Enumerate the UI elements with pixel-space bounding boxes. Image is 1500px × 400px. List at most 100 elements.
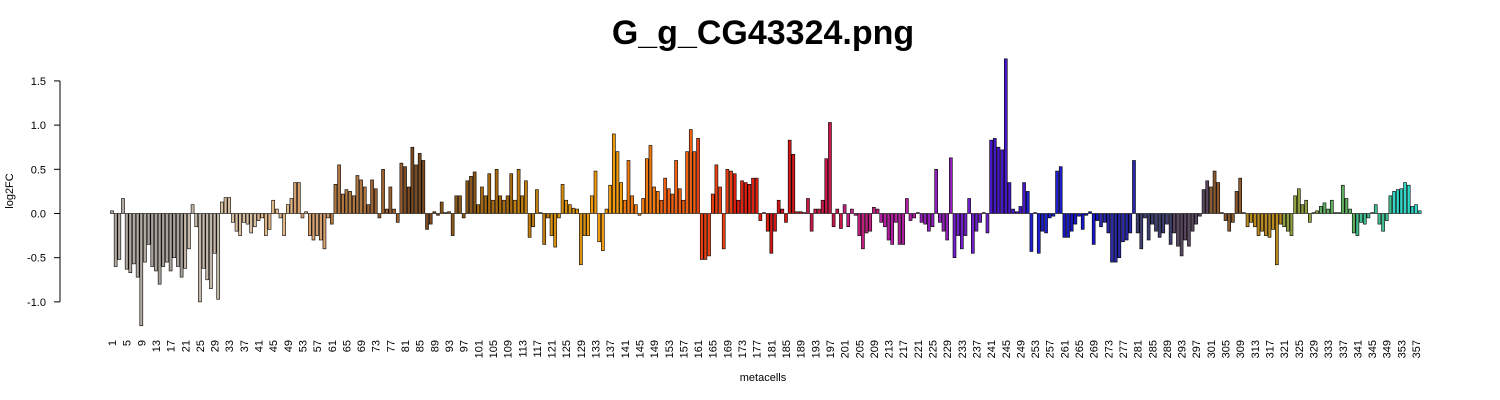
bar [1168,213,1173,245]
bar [1018,206,1023,214]
bar [146,213,151,245]
bar [370,179,374,214]
bar [535,189,539,214]
bar [1227,213,1232,232]
bar [264,213,268,236]
x-tick-label: 237 [971,340,983,358]
bar [1253,213,1257,228]
bar [417,153,422,214]
x-tick-label: 21 [180,340,192,352]
x-tick-label: 141 [620,340,632,358]
bar [571,207,576,214]
bar [117,213,122,260]
bar [121,198,125,214]
bar [699,213,704,260]
bar [864,213,869,234]
bar [919,213,924,223]
bar [718,186,722,214]
bar [128,213,133,274]
bar [1308,213,1312,223]
bar [300,213,305,219]
bar [1220,212,1224,214]
bar [491,199,495,214]
bar [1014,211,1019,214]
x-tick-label: 257 [1045,340,1057,358]
bar [1066,213,1070,238]
bar [703,213,708,260]
bar [1260,213,1264,232]
bar [1271,213,1275,230]
bar [242,213,246,223]
bar [359,179,363,214]
x-tick-label: 261 [1059,340,1071,358]
bar [586,213,590,236]
bar [1073,213,1078,225]
bar [516,169,521,214]
bar [850,208,854,214]
x-tick-label: 125 [561,340,573,358]
bar [644,158,649,214]
bar [1102,213,1107,223]
bar [1340,184,1345,214]
bar [476,204,481,214]
x-tick-label: 229 [942,340,954,358]
bar [905,198,909,214]
bar [245,213,250,225]
bar [450,213,455,236]
bar [502,199,506,214]
bar [886,213,891,241]
bar [1275,213,1279,266]
x-tick-label: 341 [1352,340,1364,358]
bar [161,213,166,267]
bar [1381,213,1385,232]
bar [1322,202,1327,214]
y-tick-label: 1.0 [31,120,46,132]
bar [809,213,814,232]
bar [1234,191,1239,214]
bar [740,180,744,214]
bar [670,193,675,214]
bar [465,180,470,214]
bar [967,198,971,214]
bar [513,199,517,214]
bar [1362,213,1367,225]
x-tick-label: 57 [312,340,324,352]
bar [820,199,825,214]
bar [575,208,580,214]
x-tick-label: 25 [195,340,207,352]
bar [688,129,693,214]
bar [337,164,341,214]
bar [831,213,836,228]
bar [721,213,726,250]
bar [549,213,554,236]
x-tick-label: 149 [649,340,661,358]
bar [626,160,631,214]
bar [981,212,986,214]
bar [641,198,645,214]
bar [395,213,400,223]
bar [1223,213,1228,221]
bar [436,213,440,216]
bar [1124,213,1129,241]
bar [901,213,906,245]
x-tick-label: 193 [810,340,822,358]
x-tick-label: 301 [1206,340,1218,358]
x-tick-label: 37 [239,340,251,352]
bar [428,213,433,225]
bar [1143,213,1147,219]
bar [1194,213,1199,225]
bar [1359,213,1363,223]
bar [960,213,964,250]
bar [256,213,261,221]
bar [348,191,352,214]
bar [176,213,180,267]
bar [787,139,792,214]
bar [326,213,330,219]
bar [132,213,136,265]
bar [1370,212,1374,214]
bar [568,204,572,214]
bar [974,213,979,232]
bar [139,213,144,327]
bar [1040,213,1045,232]
